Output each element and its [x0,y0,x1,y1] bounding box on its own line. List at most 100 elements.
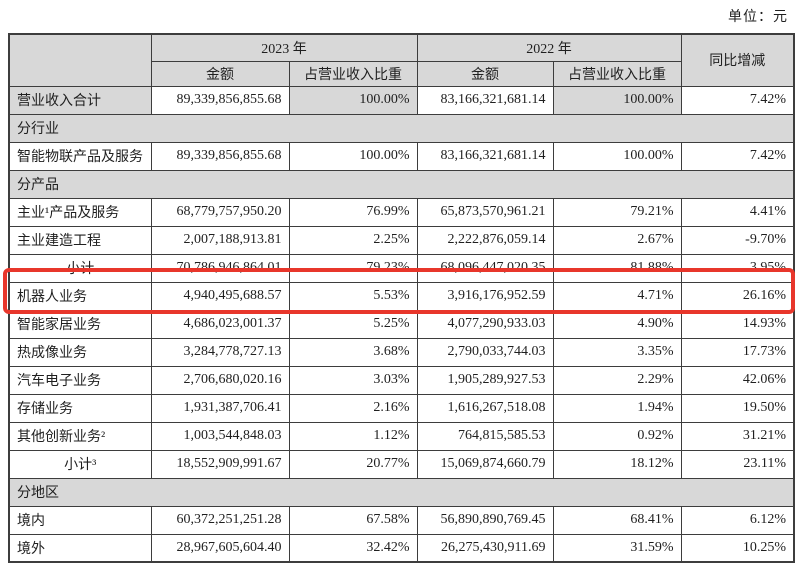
section-label: 分产品 [8,169,795,199]
corner-cell [8,33,152,87]
amount-2022-cell: 83,166,321,681.14 [416,85,554,115]
yoy-cell: 3.95% [680,253,795,283]
pct-2022-cell: 3.35% [552,337,682,367]
amount-2022-cell: 65,873,570,961.21 [416,197,554,227]
table-row: 小计 70,786,946,864.01 79.23% 68,096,447,020.… [8,253,795,283]
yoy-cell: 4.41% [680,197,795,227]
amount-2023-cell: 3,284,778,727.13 [150,337,290,367]
pct-2023-cell: 2.25% [288,225,418,255]
header-pct-2023: 占营业收入比重 [288,60,418,87]
header-row-metrics: 金额 占营业收入比重 金额 占营业收入比重 [9,60,794,87]
yoy-cell: 26.16% [680,281,795,311]
table-row: 智能家居业务 4,686,023,001.37 5.25% 4,077,290,933… [8,309,795,339]
pct-2023-cell: 32.42% [288,533,418,563]
amount-2022-cell: 2,222,876,059.14 [416,225,554,255]
table-row: 热成像业务 3,284,778,727.13 3.68% 2,790,033,744.… [8,337,795,367]
row-label: 境外 [8,533,152,563]
pct-2022-cell: 18.12% [552,449,682,479]
amount-2023-cell: 28,967,605,604.40 [150,533,290,563]
pct-2022-cell: 100.00% [552,141,682,171]
table-row: 主业¹产品及服务 68,779,757,950.20 76.99% 65,873,57… [8,197,795,227]
amount-2023-cell: 60,372,251,251.28 [150,505,290,535]
pct-2022-cell: 68.41% [552,505,682,535]
section-label: 分地区 [8,477,795,507]
amount-2023-cell: 4,940,495,688.57 [150,281,290,311]
pct-2022-cell: 81.88% [552,253,682,283]
pct-2023-cell: 5.53% [288,281,418,311]
row-label: 主业¹产品及服务 [8,197,152,227]
yoy-cell: 6.12% [680,505,795,535]
pct-2022-cell: 4.90% [552,309,682,339]
amount-2022-cell: 764,815,585.53 [416,421,554,451]
section-row: 分地区 [8,477,795,507]
table-row: 境外 28,967,605,604.40 32.42% 26,275,430,911.… [8,533,795,563]
amount-2022-cell: 1,616,267,518.08 [416,393,554,423]
header-pct-2022: 占营业收入比重 [552,60,682,87]
pct-2022-cell: 79.21% [552,197,682,227]
amount-2023-cell: 70,786,946,864.01 [150,253,290,283]
amount-2022-cell: 68,096,447,020.35 [416,253,554,283]
table-row: 汽车电子业务 2,706,680,020.16 3.03% 1,905,289,927… [8,365,795,395]
yoy-cell: 7.42% [680,141,795,171]
row-label: 智能家居业务 [8,309,152,339]
pct-2023-cell: 3.68% [288,337,418,367]
yoy-cell: 19.50% [680,393,795,423]
header-amount-2022: 金额 [416,60,554,87]
table-row: 存储业务 1,931,387,706.41 2.16% 1,616,267,518.0… [8,393,795,423]
row-label: 主业建造工程 [8,225,152,255]
row-label: 小计³ [8,449,152,479]
row-label: 境内 [8,505,152,535]
pct-2023-cell: 76.99% [288,197,418,227]
yoy-cell: 14.93% [680,309,795,339]
table-row: 境内 60,372,251,251.28 67.58% 56,890,890,769.… [8,505,795,535]
amount-2023-cell: 1,003,544,848.03 [150,421,290,451]
amount-2023-cell: 1,931,387,706.41 [150,393,290,423]
yoy-cell: 7.42% [680,85,795,115]
pct-2023-cell: 2.16% [288,393,418,423]
yoy-cell: 42.06% [680,365,795,395]
amount-2022-cell: 4,077,290,933.03 [416,309,554,339]
header-amount-2023: 金额 [150,60,290,87]
amount-2023-cell: 89,339,856,855.68 [150,85,290,115]
pct-2022-cell: 0.92% [552,421,682,451]
amount-2023-cell: 2,007,188,913.81 [150,225,290,255]
header-year-2022: 2022 年 [416,33,682,62]
yoy-cell: 23.11% [680,449,795,479]
row-label: 汽车电子业务 [8,365,152,395]
row-label: 智能物联产品及服务 [8,141,152,171]
revenue-breakdown-table: 2023 年 2022 年 同比增减 金额 占营业收入比重 金额 占营业收入比重… [8,33,795,563]
pct-2022-cell: 2.67% [552,225,682,255]
amount-2022-cell: 15,069,874,660.79 [416,449,554,479]
table-row-highlighted: 机器人业务 4,940,495,688.57 5.53% 3,916,176,952.… [8,281,795,311]
table-row: 智能物联产品及服务 89,339,856,855.68 100.00% 83,166,… [8,141,795,171]
header-year-2023: 2023 年 [150,33,418,62]
amount-2022-cell: 3,916,176,952.59 [416,281,554,311]
row-label: 营业收入合计 [8,85,152,115]
pct-2023-cell: 79.23% [288,253,418,283]
section-row: 分行业 [8,113,795,143]
yoy-cell: 31.21% [680,421,795,451]
amount-2023-cell: 2,706,680,020.16 [150,365,290,395]
amount-2023-cell: 4,686,023,001.37 [150,309,290,339]
amount-2023-cell: 68,779,757,950.20 [150,197,290,227]
row-label: 存储业务 [8,393,152,423]
yoy-cell: 10.25% [680,533,795,563]
pct-2023-cell: 20.77% [288,449,418,479]
pct-2022-cell: 4.71% [552,281,682,311]
table-row: 小计³ 18,552,909,991.67 20.77% 15,069,874,660… [8,449,795,479]
pct-2022-cell: 2.29% [552,365,682,395]
pct-2023-cell: 5.25% [288,309,418,339]
pct-2022-cell: 1.94% [552,393,682,423]
header-yoy: 同比增减 [680,33,795,87]
table-body: 营业收入合计 89,339,856,855.68 100.00% 83,166,321… [8,85,795,563]
unit-label: 单位：元 [728,10,788,25]
header-row-years: 2023 年 2022 年 同比增减 [8,33,795,87]
row-label: 热成像业务 [8,337,152,367]
table-header: 2023 年 2022 年 同比增减 金额 占营业收入比重 金额 占营业收入比重 [8,33,795,87]
amount-2022-cell: 1,905,289,927.53 [416,365,554,395]
row-label: 其他创新业务² [8,421,152,451]
section-label: 分行业 [8,113,795,143]
pct-2022-cell: 100.00% [552,85,682,115]
pct-2023-cell: 67.58% [288,505,418,535]
